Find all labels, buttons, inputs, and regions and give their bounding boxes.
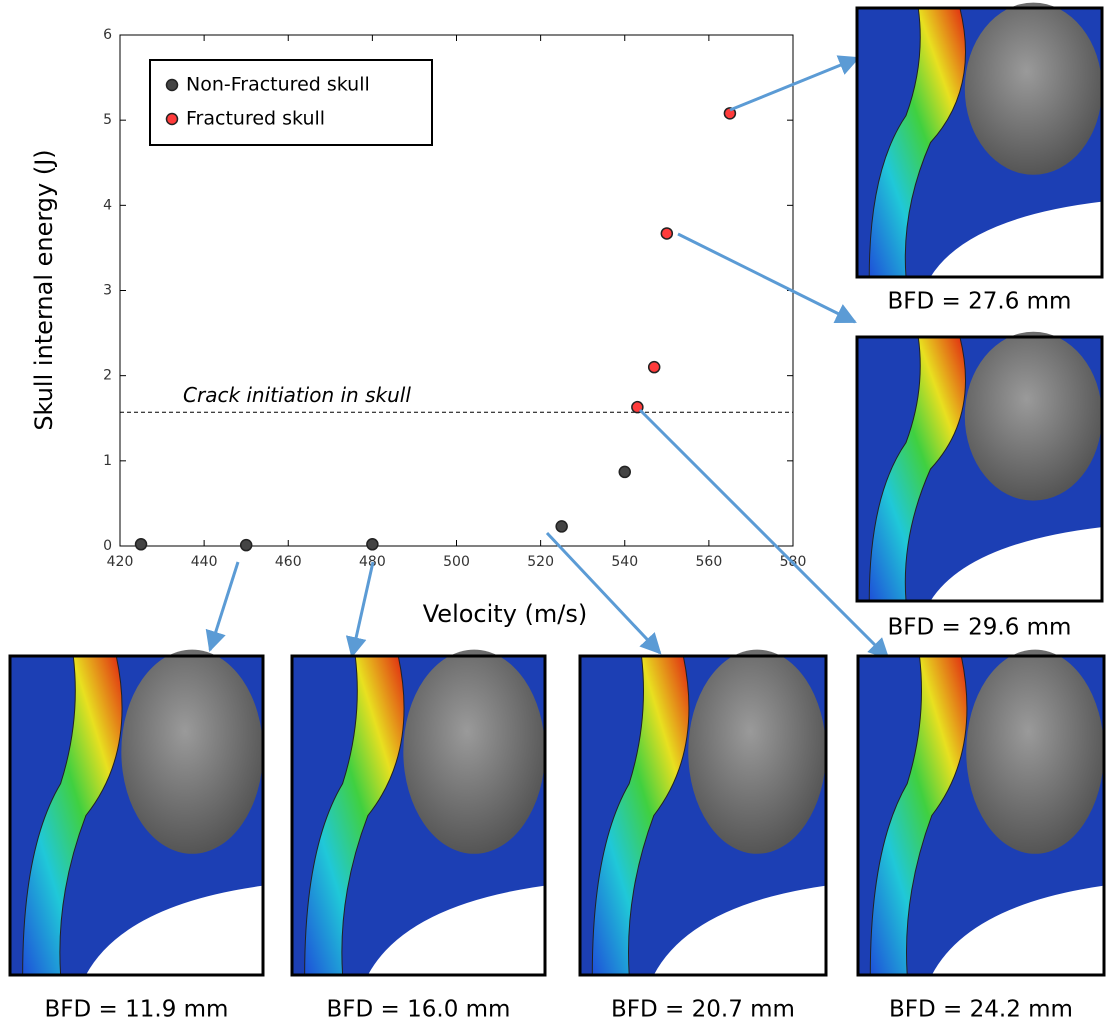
panel-caption: BFD = 29.6 mm: [888, 615, 1072, 641]
panel-projectile: [688, 649, 826, 854]
y-tick-label: 4: [103, 197, 112, 213]
legend-label: Fractured skull: [186, 108, 325, 130]
y-tick-label: 2: [103, 368, 112, 384]
panel-caption: BFD = 16.0 mm: [327, 997, 511, 1023]
panel-void: [367, 885, 545, 975]
y-axis-label: Skull internal energy (J): [30, 149, 58, 430]
panel-void: [85, 885, 264, 975]
arrow: [677, 232, 857, 324]
x-tick-label: 420: [107, 554, 134, 570]
x-axis-label: Velocity (m/s): [423, 600, 587, 628]
legend: [149, 59, 433, 146]
panel-projectile: [403, 649, 545, 854]
reference-label: Crack initiation in skull: [183, 383, 411, 407]
panel-frame: [855, 335, 1104, 603]
x-tick-label: 520: [527, 554, 554, 570]
panel-caption: BFD = 20.7 mm: [611, 997, 795, 1023]
panel-caption: BFD = 11.9 mm: [45, 997, 229, 1023]
legend-marker: [165, 112, 179, 126]
y-tick-label: 3: [103, 283, 112, 299]
point: [618, 465, 631, 479]
y-tick-label: 5: [103, 112, 112, 128]
y-tick-label: 6: [103, 27, 112, 43]
point: [555, 520, 568, 533]
panel-void: [930, 201, 1102, 277]
panel-void: [930, 527, 1102, 601]
arrow: [345, 561, 375, 659]
x-tick-label: 440: [191, 554, 218, 570]
point: [647, 360, 661, 374]
arrow: [545, 531, 662, 655]
point: [366, 538, 379, 551]
y-tick-label: 1: [103, 453, 112, 469]
x-tick-label: 540: [611, 554, 638, 570]
panel-projectile: [121, 649, 263, 854]
legend-marker: [165, 78, 179, 92]
panel-void: [931, 885, 1104, 975]
arrow: [205, 561, 240, 653]
x-tick-label: 560: [696, 554, 723, 570]
point: [239, 538, 253, 552]
arrow: [638, 408, 890, 660]
panel-frame: [578, 654, 828, 977]
y-tick-label: 0: [103, 538, 112, 554]
panel-frame: [855, 6, 1104, 279]
panel-projectile: [964, 331, 1102, 501]
legend-label: Non-Fractured skull: [186, 74, 370, 96]
point: [134, 538, 148, 551]
x-tick-label: 500: [443, 554, 470, 570]
arrow: [729, 55, 860, 112]
panel-caption: BFD = 27.6 mm: [888, 289, 1072, 315]
panel-frame: [290, 654, 547, 977]
panel-caption: BFD = 24.2 mm: [889, 997, 1073, 1023]
panel-frame: [8, 654, 265, 977]
point: [723, 107, 737, 120]
point: [660, 227, 674, 240]
panel-projectile: [964, 2, 1102, 175]
panel-void: [653, 885, 826, 975]
panel-frame: [856, 654, 1106, 977]
panel-projectile: [966, 649, 1104, 854]
x-tick-label: 460: [275, 554, 302, 570]
